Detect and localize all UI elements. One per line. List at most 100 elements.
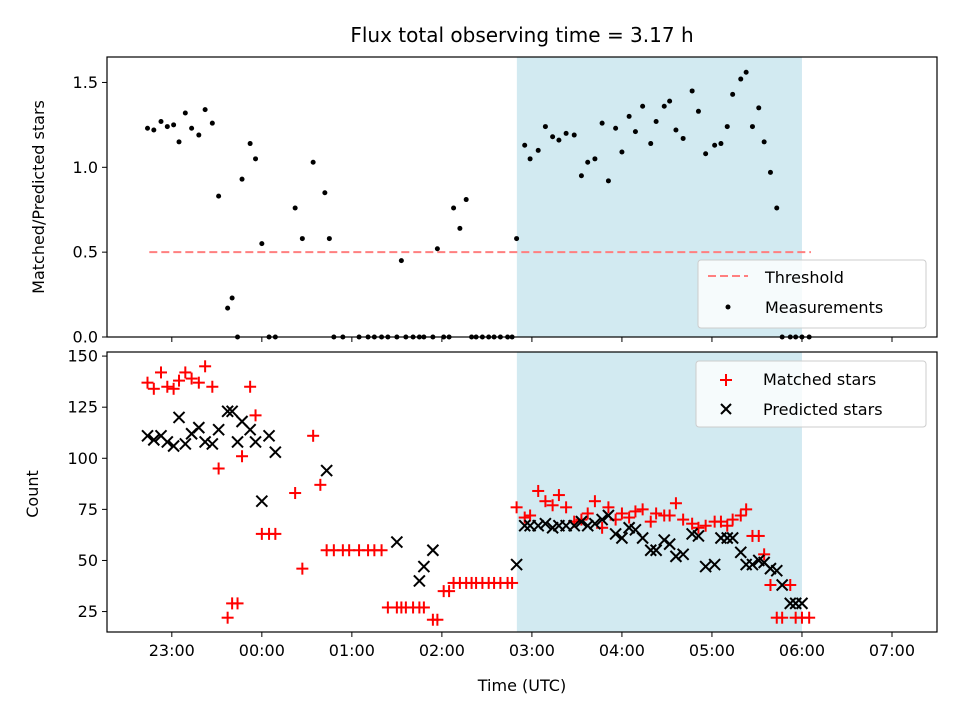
predicted-star-point [784,597,797,610]
measurement-point [176,139,182,145]
measurement-point [225,305,231,311]
predicted-star-point [390,535,404,549]
top-y-axis-label: Matched/Predicted stars [29,100,48,294]
matched-star-point [560,501,573,514]
matched-star-point [244,380,257,393]
matched-star-point [510,501,523,514]
predicted-star-point [167,439,180,453]
predicted-star-point [770,564,783,577]
x-tick-label: 00:00 [239,641,285,660]
matched-legend-label: Matched stars [763,370,876,389]
measurement-point [718,141,724,147]
matched-star-point [221,611,234,624]
predicted-star-point [595,513,609,526]
matched-star-point [602,501,615,514]
matched-star-point [752,529,765,542]
predicted-star-point [795,597,809,610]
predicted-star-point [575,515,588,528]
measurement-point [202,107,208,113]
matched-star-point [161,380,174,393]
predicted-star-point [615,531,629,545]
predicted-star-point [192,421,206,434]
matched-star-point [173,374,186,387]
matched-star-point [669,497,682,510]
measurement-point [592,156,598,162]
measurement-point [322,190,328,196]
matched-star-point [726,513,739,526]
measurement-point [326,236,332,242]
measurement-point [578,173,584,179]
measurement-point [571,132,577,138]
predicted-star-point [231,435,244,449]
measurement-point [738,76,744,82]
predicted-star-point [708,558,721,571]
top-panel: 0.0 0.5 1.0 1.5 Matched/Predicted stars Thr… [29,56,938,347]
matched-star-point [758,548,771,561]
measurement-point [605,178,611,184]
bottom-legend: Matched stars Predicted stars [695,360,927,428]
measurement-point [145,125,151,131]
predicted-star-point [649,544,663,557]
predicted-star-point [518,519,531,532]
matched-star-point [615,507,628,520]
measurement-point [151,127,157,133]
bottom-y-tick-label: 100 [67,449,98,468]
matched-star-point [650,507,663,520]
bottom-legend-box [695,360,927,428]
predicted-star-point [426,544,440,557]
measurement-point [463,197,469,203]
threshold-legend-label: Threshold [764,268,844,287]
predicted-star-point [172,411,186,424]
predicted-star-point [644,544,657,557]
matched-star-point [147,382,160,395]
measurement-point [632,129,638,135]
predicted-star-point [206,437,219,451]
measurement-point [535,147,541,153]
predicted-legend-swatch [720,403,732,415]
measurement-point [667,98,673,104]
measurement-point [216,193,222,199]
predicted-star-point [602,509,615,522]
measurement-point [229,295,235,301]
x-tick-label: 06:00 [779,641,825,660]
matched-star-point [167,382,180,395]
measurement-point [563,130,569,136]
bottom-y-axis-label: Count [23,470,42,518]
predicted-star-point [243,423,257,436]
predicted-star-point [676,548,690,561]
bottom-y-tick-label: 150 [67,347,98,366]
predicted-star-point [636,531,649,545]
matched-star-point [784,578,797,591]
matched-star-point [236,450,249,463]
measurement-point [712,142,718,148]
measurement-point [158,118,164,124]
predicted-legend-label: Predicted stars [763,400,883,419]
matched-star-point [663,509,676,522]
predicted-star-point [568,519,581,532]
matched-star-point [764,578,777,591]
predicted-star-point [269,445,282,459]
predicted-star-point [699,560,712,573]
matched-star-point [588,495,601,508]
measurement-point [542,124,548,130]
measurement-point [209,120,215,126]
predicted-star-point [221,405,234,418]
matched-star-point [575,513,588,526]
predicted-star-point [692,529,705,543]
matched-star-point [734,509,747,522]
measurement-point [457,225,463,231]
x-tick-label: 05:00 [689,641,735,660]
matched-star-point [721,519,734,532]
matched-star-point [636,503,649,516]
measurement-point [196,132,202,138]
predicted-star-point [147,433,161,447]
matched-star-point [431,613,444,626]
top-y-tick-label: 1.5 [73,73,98,92]
matched-star-point [141,376,154,389]
predicted-star-point [669,550,683,563]
measurement-point [743,69,749,75]
bottom-y-tick-label: 125 [67,398,98,417]
predicted-star-point [413,574,426,588]
matched-star-point [623,511,636,524]
